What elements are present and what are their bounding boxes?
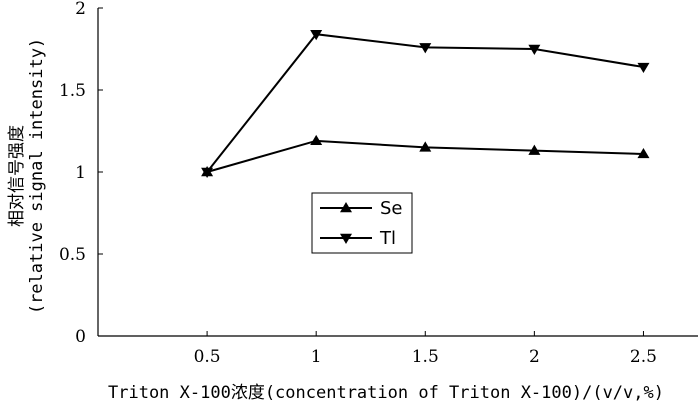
y-axis-title-line1: 相对信号强度 xyxy=(7,125,27,227)
y-tick-label: 1 xyxy=(75,163,86,183)
legend-label-tl: Tl xyxy=(379,228,396,249)
y-axis-title-line2: (relative signal intensity) xyxy=(27,38,47,314)
data-point-se xyxy=(310,134,323,146)
series-layer xyxy=(201,30,650,178)
y-tick-label: 1.5 xyxy=(59,81,86,101)
y-tick-label: 0.5 xyxy=(59,245,86,265)
axes xyxy=(97,8,698,337)
x-ticks: 0.5 1 1.5 2 2.5 xyxy=(194,331,657,367)
x-tick-label: 2 xyxy=(529,347,540,367)
x-tick-label: 1 xyxy=(311,347,322,367)
legend-box xyxy=(311,192,413,254)
legend: Se Tl xyxy=(311,192,413,254)
legend-label-se: Se xyxy=(380,198,403,219)
y-ticks: 0 0.5 1 1.5 2 xyxy=(59,0,103,347)
data-point-tl xyxy=(419,43,432,54)
data-point-tl xyxy=(201,167,214,178)
legend-marker-tl xyxy=(340,233,352,244)
data-point-se xyxy=(637,147,650,159)
x-axis-title: Triton X-100浓度(concentration of Triton X… xyxy=(108,383,664,403)
y-tick-label: 0 xyxy=(75,327,86,347)
data-point-se xyxy=(419,141,432,152)
x-tick-label: 1.5 xyxy=(412,347,439,367)
legend-marker-se xyxy=(340,202,352,213)
data-point-tl xyxy=(637,62,650,74)
y-axis-title: 相对信号强度 (relative signal intensity) xyxy=(7,38,47,314)
data-point-se xyxy=(528,144,541,155)
x-tick-label: 2.5 xyxy=(630,347,657,367)
x-tick-label: 0.5 xyxy=(194,347,221,367)
data-point-tl xyxy=(528,44,541,55)
data-point-tl xyxy=(310,30,323,41)
y-tick-label: 2 xyxy=(75,0,86,19)
